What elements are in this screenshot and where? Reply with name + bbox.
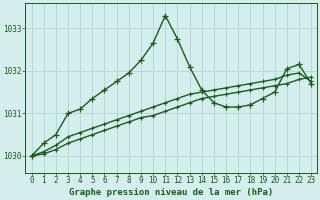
X-axis label: Graphe pression niveau de la mer (hPa): Graphe pression niveau de la mer (hPa) (69, 188, 274, 197)
